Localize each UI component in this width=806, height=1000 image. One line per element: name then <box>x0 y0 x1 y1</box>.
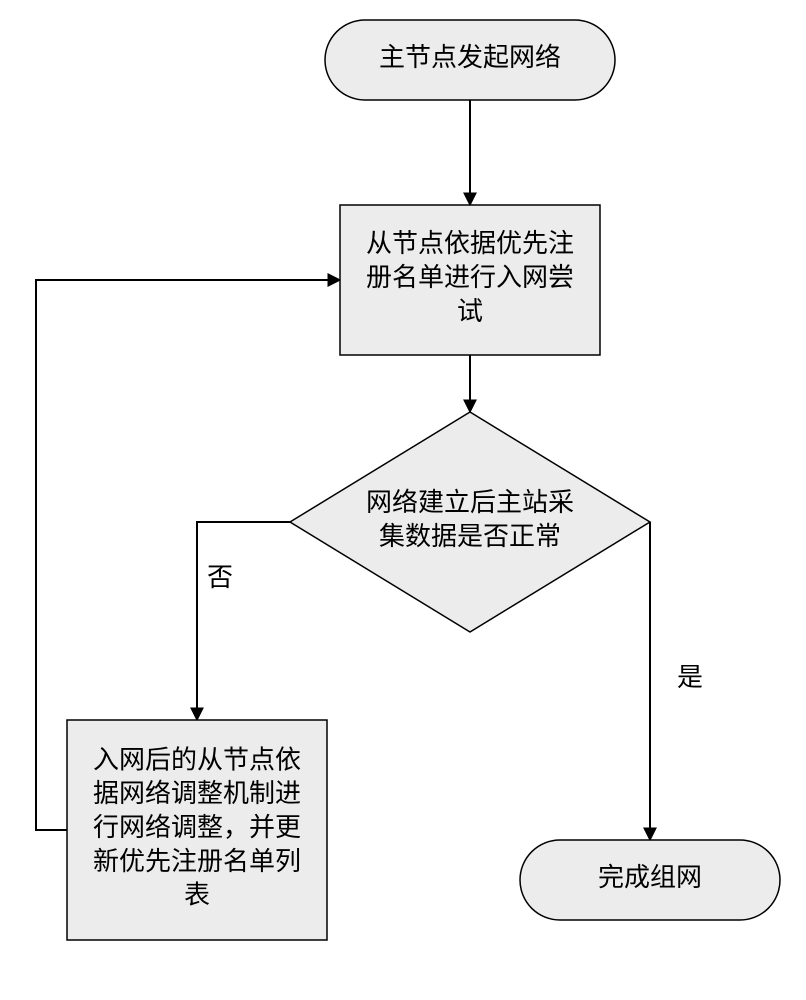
node-start: 主节点发起网络 <box>325 20 615 100</box>
node-adjust-text: 表 <box>184 881 210 910</box>
node-decision-text: 集数据是否正常 <box>379 522 561 551</box>
node-register: 从节点依据优先注册名单进行入网尝试 <box>340 205 600 355</box>
node-start-text: 主节点发起网络 <box>379 43 561 72</box>
node-register-text: 从节点依据优先注 <box>366 229 574 258</box>
node-decision: 网络建立后主站采集数据是否正常 <box>290 412 650 632</box>
node-register-text: 册名单进行入网尝 <box>366 263 574 292</box>
edge-label-decision-right: 是 <box>677 663 703 692</box>
node-decision-text: 网络建立后主站采 <box>366 488 574 517</box>
node-adjust-text: 入网后的从节点依 <box>93 745 301 774</box>
node-adjust-text: 据网络调整机制进 <box>93 779 301 808</box>
edge-label-decision-left: 否 <box>207 563 233 592</box>
edge-decision-left <box>197 522 290 720</box>
node-adjust-text: 新优先注册名单列 <box>93 847 301 876</box>
node-done-text: 完成组网 <box>598 863 702 892</box>
node-done: 完成组网 <box>520 840 780 920</box>
node-register-text: 试 <box>457 297 483 326</box>
node-adjust: 入网后的从节点依据网络调整机制进行网络调整，并更新优先注册名单列表 <box>67 720 327 940</box>
node-adjust-text: 行网络调整，并更 <box>93 813 301 842</box>
